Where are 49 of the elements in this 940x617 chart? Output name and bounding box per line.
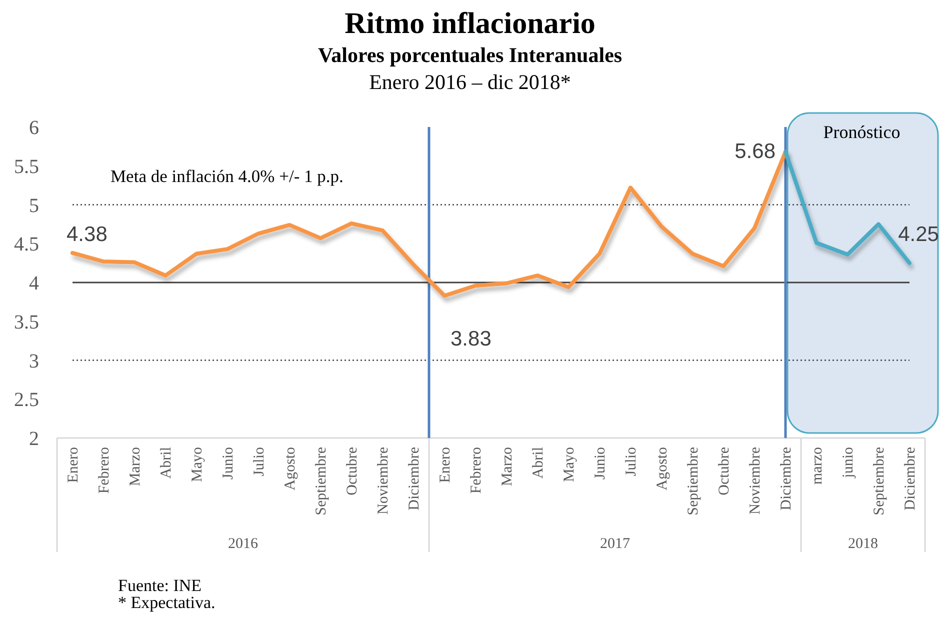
y-tick-label: 2 [29, 428, 39, 450]
x-tick-label: Octubre [716, 446, 732, 496]
x-tick-label: Noviembre [376, 446, 392, 514]
y-tick-label: 3 [29, 350, 39, 372]
chart-subtitle: Valores porcentuales Interanuales Enero 2016 – dic 2018* [318, 43, 622, 94]
x-tick-label: Septiembre [314, 446, 330, 516]
x-tick-label: marzo [810, 447, 826, 484]
chart-title: Ritmo inflacionario [344, 7, 596, 40]
x-tick-label: Julio [252, 447, 268, 476]
y-tick-label: 4 [29, 272, 39, 294]
text: 2018 [848, 536, 878, 552]
x-tick-label: Febrero [468, 447, 484, 494]
x-tick-label: Diciembre [406, 446, 422, 510]
data-label: 3.83 [450, 328, 492, 351]
x-tick-label: Marzo [500, 447, 516, 486]
x-tick-label: junio [840, 447, 856, 479]
x-tick-label: Mayo [562, 447, 578, 482]
y-tick-label: 6 [29, 117, 39, 139]
x-tick-label: Octubre [344, 446, 360, 496]
y-tick-label: 3.5 [14, 311, 39, 334]
x-tick-label: Marzo [128, 447, 144, 486]
x-tick-label: Enero [66, 447, 82, 483]
x-tick-label: Junio [592, 447, 608, 480]
x-tick-label: Diciembre [902, 446, 918, 510]
source-note: Fuente: INE [118, 576, 202, 595]
x-tick-label: Enero [438, 447, 454, 483]
data-label: 4.38 [66, 222, 108, 246]
x-tick-label: Septiembre [686, 446, 702, 516]
text: * Expectativa. [118, 593, 216, 612]
x-tick-label: Julio [624, 447, 640, 476]
data-label: 5.68 [734, 140, 776, 163]
text: 2017 [600, 536, 630, 552]
x-tick-label: Mayo [190, 447, 206, 482]
x-tick-label: Febrero [96, 447, 112, 494]
x-tick-label: Diciembre [778, 446, 794, 510]
y-tick-label: 5.5 [14, 156, 39, 178]
x-tick-label: Noviembre [748, 446, 764, 514]
x-tick-label: Agosto [654, 447, 670, 490]
y-tick-label: 2.5 [14, 389, 39, 412]
x-tick-label: Abril [530, 447, 546, 479]
annotation: Meta de inflación 4.0% +/- 1 p.p. [110, 166, 344, 186]
x-tick-label: Abril [158, 447, 174, 479]
x-tick-label: Agosto [282, 447, 298, 490]
y-tick-label: 5 [29, 194, 39, 217]
x-tick-label: Septiembre [872, 446, 888, 516]
y-tick-label: 4.5 [14, 234, 39, 256]
x-tick-label: Junio [220, 447, 236, 480]
annotation: Pronóstico [823, 122, 900, 142]
text: 2016 [228, 536, 258, 552]
